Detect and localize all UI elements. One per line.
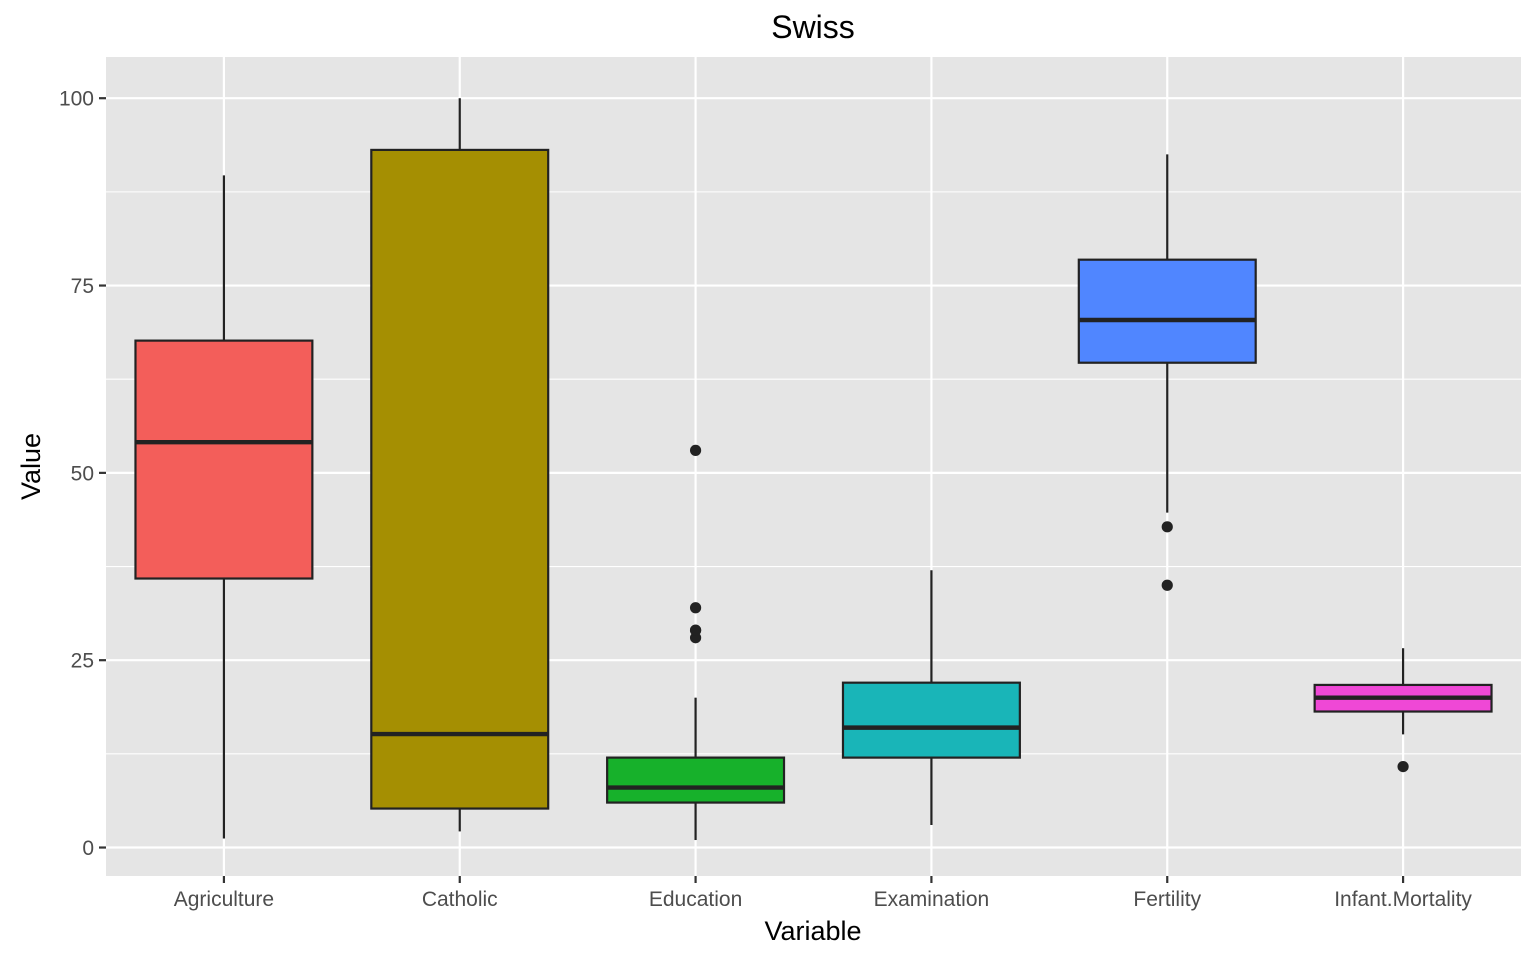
box-examination bbox=[841, 570, 1021, 826]
outlier-point bbox=[689, 444, 702, 456]
y-tick-label: 100 bbox=[59, 88, 94, 111]
box-iqr bbox=[1077, 258, 1257, 364]
outlier-point bbox=[1161, 579, 1173, 591]
y-axis: 0 25 50 75 100 bbox=[59, 88, 106, 860]
box-fertility bbox=[1077, 154, 1257, 591]
box-iqr bbox=[606, 756, 786, 804]
box-catholic bbox=[370, 98, 550, 832]
x-tick-label: Agriculture bbox=[174, 888, 274, 911]
outlier-point bbox=[1161, 521, 1173, 533]
x-tick-label: Infant.Mortality bbox=[1334, 888, 1472, 911]
box-agriculture bbox=[134, 175, 314, 839]
box-iqr bbox=[841, 681, 1021, 759]
y-axis-title: Value bbox=[16, 433, 46, 500]
y-tick-label: 75 bbox=[71, 275, 94, 298]
x-tick-label: Fertility bbox=[1133, 888, 1201, 911]
y-tick-label: 0 bbox=[82, 837, 94, 860]
chart-title: Swiss bbox=[771, 9, 855, 45]
x-tick-label: Education bbox=[649, 888, 742, 911]
outlier-point bbox=[689, 624, 702, 636]
grid-minor bbox=[106, 191, 1521, 755]
outlier-point bbox=[689, 602, 702, 614]
plot-panel bbox=[106, 57, 1521, 876]
y-tick-label: 25 bbox=[71, 650, 94, 673]
boxes bbox=[134, 98, 1493, 841]
x-tick-label: Catholic bbox=[422, 888, 498, 911]
box-education bbox=[606, 444, 786, 841]
outlier-point bbox=[1397, 761, 1409, 773]
x-tick-label: Examination bbox=[874, 888, 990, 911]
box-iqr bbox=[134, 339, 314, 580]
y-tick-label: 50 bbox=[71, 462, 94, 485]
box-infant-mortality bbox=[1313, 648, 1493, 773]
x-axis: Agriculture Catholic Education Examination F… bbox=[174, 876, 1472, 911]
box-iqr bbox=[370, 148, 550, 810]
x-axis-title: Variable bbox=[764, 916, 861, 946]
